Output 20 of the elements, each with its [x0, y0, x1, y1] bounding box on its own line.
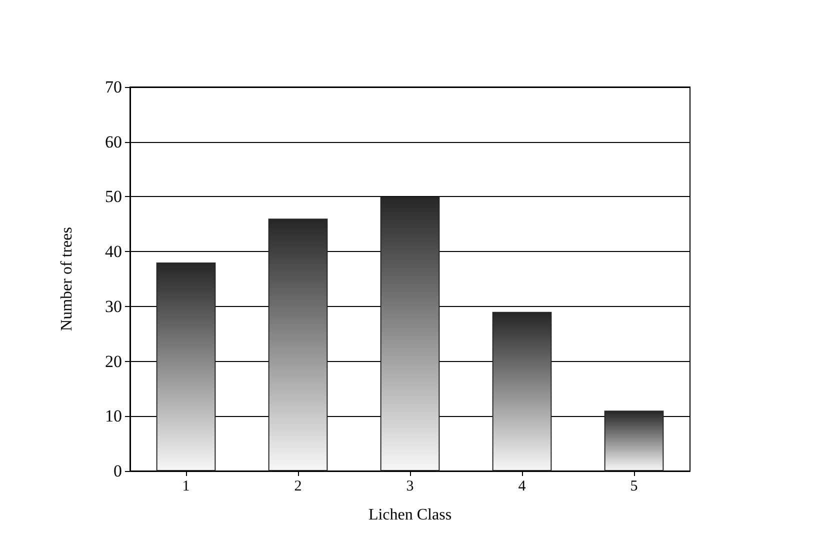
- x-tick-label: 1: [182, 478, 190, 494]
- y-tick-label: 40: [105, 242, 122, 262]
- y-axis-title: Number of trees: [58, 227, 76, 331]
- x-tick-label: 5: [630, 478, 638, 494]
- y-tick-label: 70: [105, 78, 122, 96]
- bar: [156, 262, 216, 471]
- x-tick-label: 3: [406, 478, 414, 494]
- x-axis-title: Lichen Class: [368, 506, 452, 524]
- y-tick-label: 50: [105, 187, 122, 206]
- y-tick-label: 60: [105, 132, 122, 152]
- x-tick-label: 4: [518, 478, 526, 494]
- bar: [380, 196, 440, 471]
- y-tick-label: 10: [105, 406, 122, 426]
- y-tick-label: 0: [114, 462, 122, 480]
- x-tick-label: 2: [294, 478, 302, 494]
- bar: [492, 312, 552, 471]
- bar: [268, 218, 328, 471]
- y-tick-label: 30: [105, 296, 122, 316]
- y-tick-label: 20: [105, 352, 122, 371]
- bar: [604, 410, 664, 471]
